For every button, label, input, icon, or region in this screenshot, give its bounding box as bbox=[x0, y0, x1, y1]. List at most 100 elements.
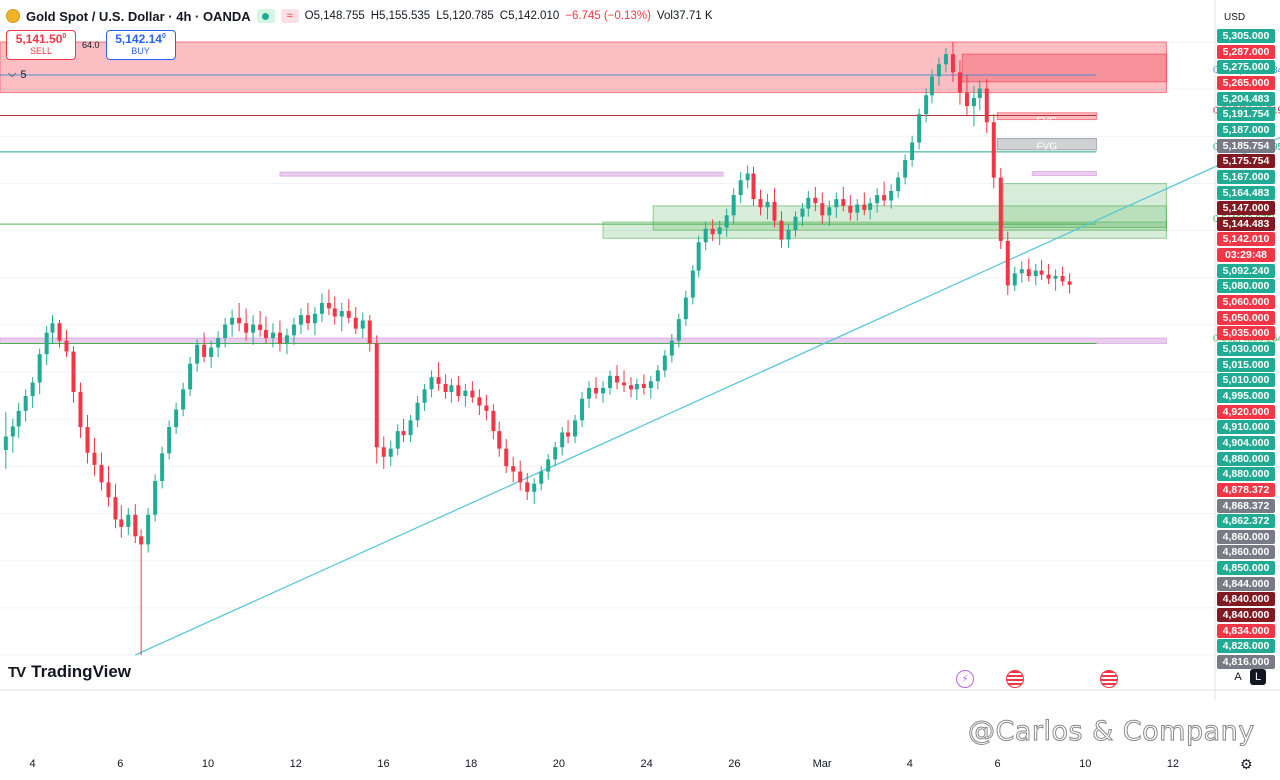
candle-body bbox=[553, 447, 558, 460]
candle bbox=[395, 424, 400, 456]
candle-body bbox=[37, 354, 42, 383]
candle-body bbox=[793, 216, 798, 231]
candle bbox=[971, 85, 976, 127]
candle bbox=[717, 220, 722, 245]
candle-body bbox=[339, 311, 344, 317]
candle-body bbox=[1012, 273, 1017, 286]
candle-body bbox=[78, 391, 83, 428]
candle-body bbox=[889, 191, 894, 201]
candle bbox=[258, 311, 263, 337]
market-open-icon[interactable] bbox=[256, 9, 275, 23]
candle-body bbox=[573, 420, 578, 437]
candle bbox=[751, 166, 756, 206]
price-scale-label: 5,142.010 bbox=[1217, 232, 1275, 247]
candle bbox=[50, 315, 55, 344]
zone-supply bbox=[996, 112, 1097, 121]
candle bbox=[924, 88, 929, 123]
candle bbox=[724, 208, 729, 237]
price-scale-label: 4,995.000 bbox=[1217, 388, 1275, 403]
indicators-toggle[interactable]: ⌵ 5 bbox=[8, 68, 26, 81]
candle-body bbox=[641, 383, 646, 388]
ohlc-readout: O5,148.755 H5,155.535 L5,120.785 C5,142.… bbox=[305, 10, 713, 22]
candle bbox=[1053, 269, 1058, 291]
candle-body bbox=[936, 64, 941, 77]
us-flag-event-icon[interactable] bbox=[1006, 670, 1024, 688]
candle-body bbox=[841, 199, 846, 206]
buy-button[interactable]: 5,142.140 BUY bbox=[105, 30, 176, 60]
candle bbox=[553, 441, 558, 467]
zone-demand bbox=[652, 205, 1167, 231]
date-tick-label: 6 bbox=[117, 758, 124, 770]
sell-label: SELL bbox=[29, 45, 53, 56]
price-scale-label: 4,878.372 bbox=[1217, 482, 1275, 497]
symbol-title[interactable]: Gold Spot / U.S. Dollar · 4h · OANDA bbox=[26, 8, 251, 24]
candle bbox=[305, 302, 310, 330]
candle-body bbox=[669, 340, 674, 356]
candle-body bbox=[977, 88, 982, 98]
tradingview-logo[interactable]: TV TradingView bbox=[8, 662, 131, 682]
flash-event-icon[interactable]: ⚡ bbox=[956, 670, 974, 688]
candle-body bbox=[298, 315, 303, 325]
candle bbox=[484, 394, 489, 421]
candles bbox=[3, 42, 1072, 655]
approx-flag-icon[interactable]: ≈ bbox=[280, 9, 299, 23]
candle bbox=[251, 315, 256, 345]
candle bbox=[998, 168, 1003, 250]
zone-labels: FVG FVG bbox=[1037, 116, 1058, 153]
date-tick-label: 20 bbox=[552, 758, 566, 770]
price-scale-label: 4,880.000 bbox=[1217, 451, 1275, 466]
log-scale-button[interactable]: L bbox=[1250, 669, 1266, 685]
date-tick-label: 6 bbox=[994, 758, 1001, 770]
buy-price-sup: 0 bbox=[161, 33, 166, 41]
candle-body bbox=[139, 536, 144, 545]
candle-body bbox=[3, 436, 8, 450]
sell-button[interactable]: 5,141.500 SELL bbox=[6, 30, 76, 60]
tradingview-name: TradingView bbox=[31, 662, 131, 681]
candle-body bbox=[662, 355, 667, 371]
candle bbox=[731, 188, 736, 224]
price-scale-label: 4,904.000 bbox=[1217, 435, 1275, 450]
candle bbox=[834, 192, 839, 219]
candle-body bbox=[436, 377, 441, 384]
candle-body bbox=[738, 180, 743, 196]
price-scale-label: 5,191.754 bbox=[1217, 107, 1275, 122]
price-scale-label: 5,144.483 bbox=[1217, 216, 1275, 231]
candle-body bbox=[106, 482, 111, 498]
candle bbox=[429, 370, 434, 398]
candle-body bbox=[353, 317, 358, 329]
candle bbox=[37, 348, 42, 395]
candle-body bbox=[484, 405, 489, 411]
candle-body bbox=[903, 160, 908, 178]
candle bbox=[78, 382, 83, 438]
us-flag-event-icon[interactable] bbox=[1100, 670, 1118, 688]
candle bbox=[772, 188, 777, 228]
candle bbox=[504, 439, 509, 473]
candle bbox=[456, 375, 461, 402]
candle bbox=[71, 346, 76, 403]
candle bbox=[230, 309, 235, 337]
candle-body bbox=[717, 227, 722, 235]
candle bbox=[85, 414, 90, 464]
auto-scale-button[interactable]: A bbox=[1234, 671, 1242, 683]
candle-body bbox=[615, 375, 620, 383]
candle bbox=[634, 378, 639, 401]
candle-body bbox=[174, 409, 179, 428]
candle-body bbox=[429, 377, 434, 390]
candle bbox=[57, 319, 62, 348]
gear-icon[interactable]: ⚙ bbox=[1240, 756, 1253, 772]
zone-level bbox=[1031, 170, 1097, 177]
candle-body bbox=[326, 302, 331, 309]
price-scale-label: 4,910.000 bbox=[1217, 420, 1275, 435]
candle-body bbox=[277, 332, 282, 344]
price-scale-label: 5,050.000 bbox=[1217, 310, 1275, 325]
currency-selector[interactable]: USD bbox=[1224, 11, 1246, 23]
candle bbox=[415, 396, 420, 428]
candle bbox=[167, 420, 172, 460]
candle-body bbox=[395, 431, 400, 449]
candle bbox=[1019, 261, 1024, 283]
price-scale-label: 4,816.000 bbox=[1217, 655, 1275, 669]
candle bbox=[820, 192, 825, 224]
trendline-layer bbox=[135, 136, 1280, 656]
candle-body bbox=[655, 370, 660, 382]
